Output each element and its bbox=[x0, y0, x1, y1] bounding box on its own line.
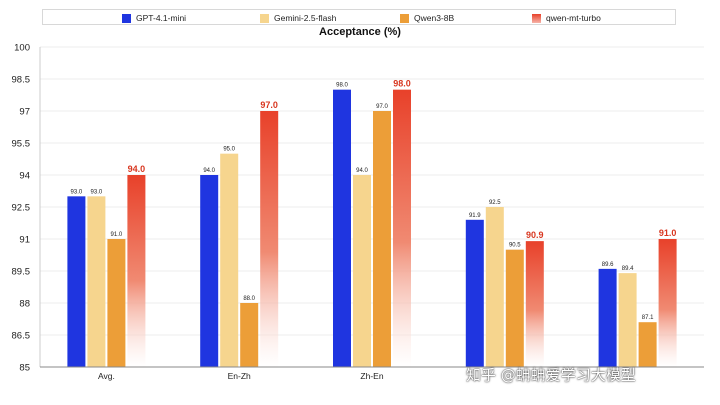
legend-item: qwen-mt-turbo bbox=[532, 12, 601, 24]
x-tick-label: En-Zh bbox=[228, 371, 251, 381]
bar bbox=[618, 273, 637, 367]
x-tick-label: Avg. bbox=[98, 371, 115, 381]
data-label: 97.0 bbox=[376, 104, 388, 110]
bar bbox=[127, 175, 146, 367]
legend-swatch bbox=[532, 13, 541, 23]
bar bbox=[87, 196, 106, 367]
data-label: 89.4 bbox=[622, 266, 634, 272]
data-label: 90.9 bbox=[526, 230, 544, 240]
bar bbox=[240, 303, 259, 367]
legend-label: qwen-mt-turbo bbox=[546, 13, 601, 23]
y-tick-label: 85 bbox=[19, 363, 30, 374]
data-label: 92.5 bbox=[489, 200, 501, 206]
bar bbox=[485, 207, 504, 367]
data-label: 91.0 bbox=[111, 232, 123, 238]
x-axis: Avg. En-Zh Zh-En bbox=[40, 366, 704, 381]
data-label: 98.0 bbox=[336, 83, 348, 89]
data-label: 98.0 bbox=[393, 79, 411, 89]
data-label: 94.0 bbox=[128, 164, 146, 174]
y-tick-label: 98.5 bbox=[12, 75, 31, 86]
bar bbox=[465, 219, 484, 367]
legend-item: Gemini-2.5-flash bbox=[260, 12, 336, 24]
bar bbox=[505, 249, 524, 367]
y-tick-label: 94 bbox=[19, 171, 30, 182]
bar bbox=[658, 239, 677, 367]
y-tick-label: 91 bbox=[19, 235, 30, 246]
legend bbox=[42, 9, 676, 25]
data-label: 89.6 bbox=[602, 262, 614, 268]
legend-label: Qwen3-8B bbox=[414, 13, 455, 23]
legend-swatch bbox=[122, 13, 131, 23]
bar bbox=[525, 241, 544, 367]
legend-item: GPT-4.1-mini bbox=[122, 12, 186, 24]
legend-item: Qwen3-8B bbox=[400, 12, 454, 24]
data-label: 93.0 bbox=[71, 189, 83, 195]
data-label: 88.0 bbox=[243, 296, 255, 302]
bar bbox=[67, 196, 86, 367]
data-label: 97.0 bbox=[260, 100, 278, 110]
legend-swatch bbox=[260, 13, 269, 23]
data-label: 95.0 bbox=[223, 147, 235, 153]
bar bbox=[598, 268, 617, 367]
y-tick-label: 89.5 bbox=[12, 267, 31, 278]
gridlines bbox=[40, 46, 704, 336]
bar bbox=[333, 89, 351, 368]
data-label: 91.0 bbox=[659, 228, 677, 238]
y-tick-label: 97 bbox=[19, 107, 30, 118]
y-axis: 85 86.5 88 89.5 91 92.5 94 95.5 97 98.5 100 bbox=[12, 43, 41, 374]
data-label: 94.0 bbox=[203, 168, 215, 174]
data-label: 91.9 bbox=[469, 213, 481, 219]
bar bbox=[107, 239, 126, 367]
y-tick-label: 95.5 bbox=[12, 139, 31, 150]
bar bbox=[260, 111, 279, 367]
x-tick-label: Zh-En bbox=[360, 371, 383, 381]
bar bbox=[373, 111, 391, 367]
y-tick-label: 86.5 bbox=[12, 331, 31, 342]
bar bbox=[393, 89, 411, 368]
chart-title: Acceptance (%) bbox=[319, 26, 401, 38]
y-tick-label: 92.5 bbox=[12, 203, 31, 214]
y-tick-label: 88 bbox=[19, 299, 30, 310]
bars: 93.0 93.0 91.0 94.0 94.0 95.0 88.0 97.0 98.0 94.0… bbox=[67, 79, 677, 368]
bar bbox=[638, 322, 657, 367]
data-label: 90.5 bbox=[509, 243, 521, 249]
bar bbox=[220, 153, 239, 367]
y-tick-label: 100 bbox=[14, 43, 30, 54]
watermark: 知乎 @蚺蚺爱学习大模型 bbox=[466, 366, 636, 384]
legend-label: Gemini-2.5-flash bbox=[274, 13, 337, 23]
legend-swatch bbox=[400, 13, 409, 23]
bar bbox=[200, 175, 219, 367]
data-label: 93.0 bbox=[91, 189, 103, 195]
data-label: 87.1 bbox=[642, 315, 654, 321]
data-label: 94.0 bbox=[356, 168, 368, 174]
legend-label: GPT-4.1-mini bbox=[136, 13, 187, 23]
bar bbox=[353, 175, 371, 367]
